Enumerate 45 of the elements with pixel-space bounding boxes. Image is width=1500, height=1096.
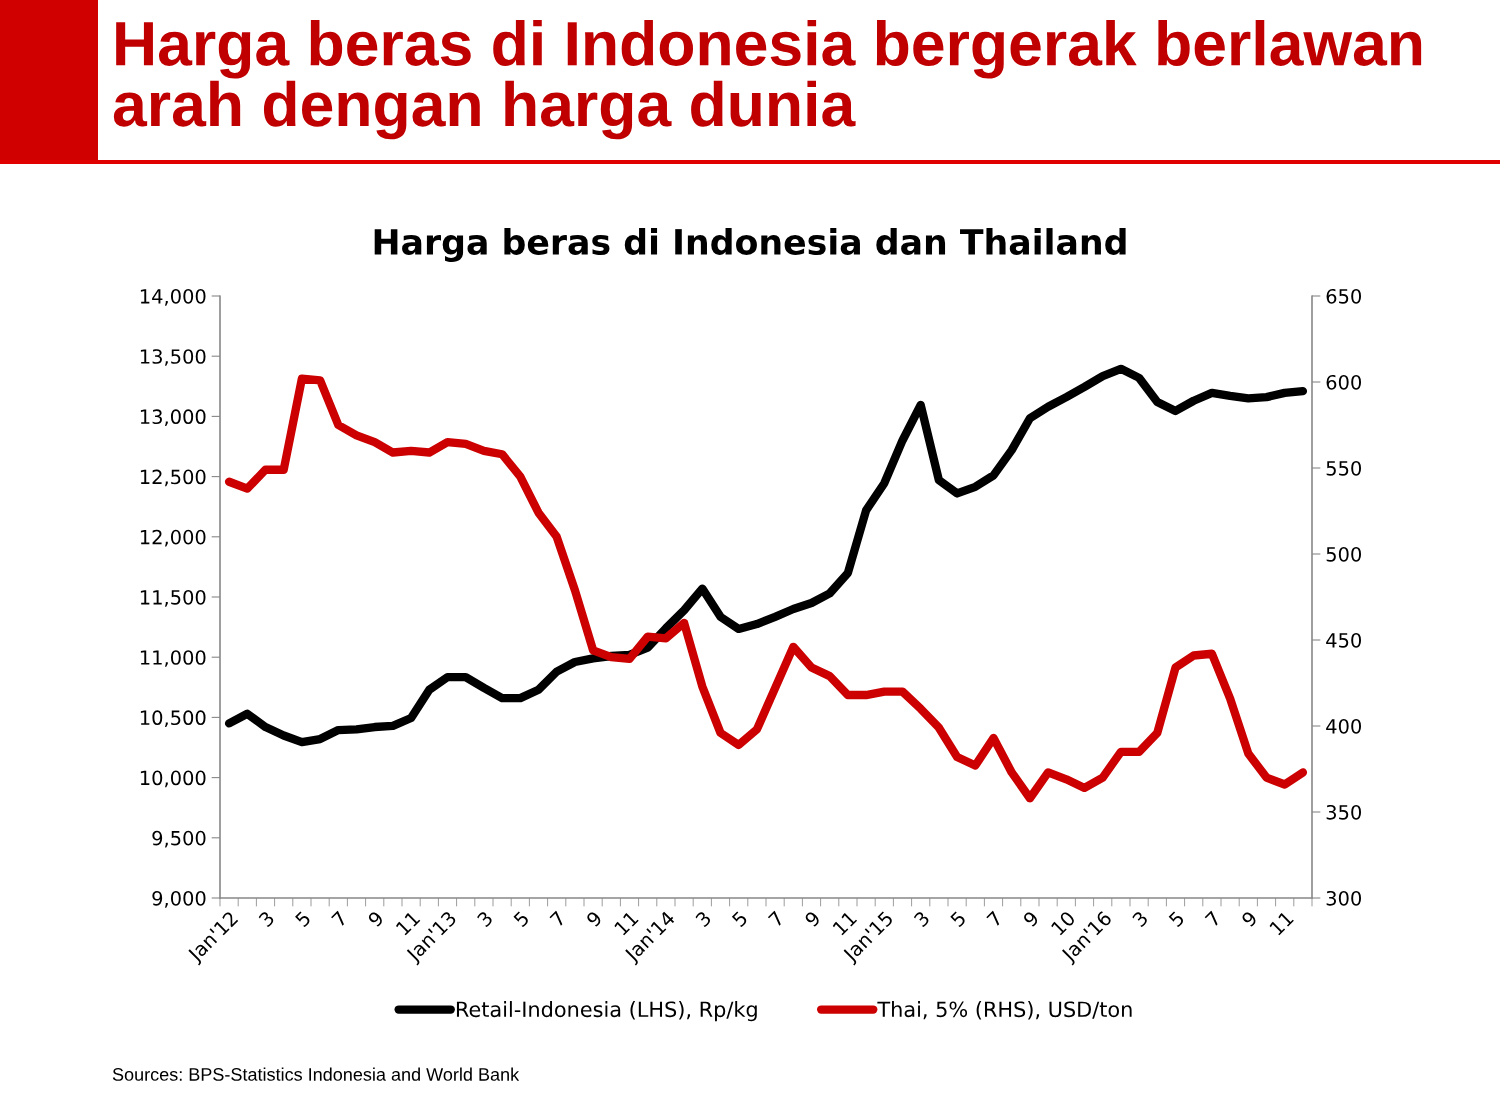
chart-subtitle: Harga beras di Indonesia dan Thailand xyxy=(374,228,1126,262)
y-tick-label: 14,000 xyxy=(140,288,206,306)
chart-title: Harga beras di Indonesia bergerak berlawan arah dengan harga dunia xyxy=(113,20,1422,140)
x-tick-label: 5 xyxy=(513,910,530,928)
y2-tick-label: 450 xyxy=(1326,632,1362,648)
y-tick-label: 13,500 xyxy=(140,349,206,366)
x-tick-label: 7 xyxy=(1204,910,1222,928)
x-tick-label: 5 xyxy=(1168,910,1185,928)
legend-label: Thai, 5% (RHS), USD/ton xyxy=(877,1001,1132,1020)
x-tick-label: 11 xyxy=(1269,910,1294,936)
y2-tick-label: 650 xyxy=(1326,288,1362,304)
y-tick-label: 9,500 xyxy=(152,830,206,848)
x-tick-label: 9 xyxy=(1240,910,1258,928)
x-tick-label: 9 xyxy=(803,910,822,928)
y2-tick-label: 400 xyxy=(1326,718,1362,734)
y-tick-label: 12,500 xyxy=(140,469,206,487)
x-tick-label: 9 xyxy=(585,910,603,928)
y-tick-label: 11,500 xyxy=(140,589,206,607)
x-tick-label: 7 xyxy=(549,910,566,928)
x-tick-label: 3 xyxy=(476,910,494,928)
x-tick-label: 3 xyxy=(694,910,712,928)
legend-label: Retail-Indonesia (LHS), Rp/kg xyxy=(456,1001,757,1022)
x-tick-label: 5 xyxy=(294,910,312,928)
x-tick-label: 5 xyxy=(949,910,967,928)
x-tick-label: 3 xyxy=(1131,910,1149,928)
y-tick-label: 12,000 xyxy=(140,529,206,547)
source-note: Sources: BPS-Statistics Indonesia and World Bank xyxy=(112,1067,520,1081)
x-tick-label: 3 xyxy=(258,910,276,928)
x-tick-label: 5 xyxy=(731,910,749,928)
x-tick-label: 7 xyxy=(986,910,1003,928)
x-tick-label: 7 xyxy=(767,910,785,928)
x-tick-label: 9 xyxy=(367,910,385,928)
x-tick-label: 9 xyxy=(1022,910,1040,928)
y2-tick-label: 550 xyxy=(1326,460,1362,476)
y-tick-label: 10,000 xyxy=(140,770,206,788)
y2-tick-label: 350 xyxy=(1326,804,1362,820)
x-tick-label: 3 xyxy=(913,910,931,928)
y2-tick-label: 500 xyxy=(1326,546,1362,562)
y-tick-label: 9,000 xyxy=(152,890,206,908)
y-tick-label: 11,000 xyxy=(140,650,206,667)
y-tick-label: 10,500 xyxy=(140,710,206,728)
x-tick-label: 7 xyxy=(331,910,348,928)
y-tick-label: 13,000 xyxy=(140,409,206,427)
y2-tick-label: 300 xyxy=(1326,890,1362,906)
y2-tick-label: 600 xyxy=(1326,374,1362,390)
